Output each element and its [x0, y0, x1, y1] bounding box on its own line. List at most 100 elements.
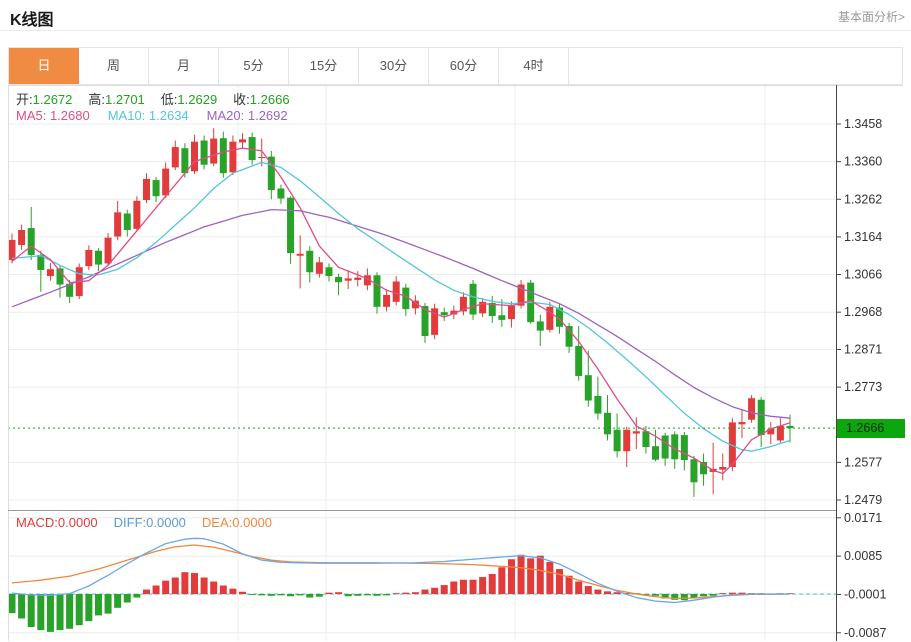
candle-body: [85, 249, 93, 267]
y-axis-label: 1.3458: [844, 117, 882, 131]
candle-body: [229, 141, 237, 173]
y-axis-label: 1.2773: [844, 380, 882, 394]
macd-bar: [402, 592, 410, 594]
candle-body: [315, 262, 323, 274]
ma10-line: [11, 161, 791, 452]
candle-body: [671, 434, 679, 460]
tab-15分[interactable]: 15分: [289, 48, 359, 84]
macd-bar: [642, 594, 650, 595]
candle-body: [171, 147, 179, 168]
candle-body: [680, 435, 688, 461]
ma5-value: MA5: 1.2680: [16, 108, 90, 123]
macd-bar: [267, 594, 275, 596]
macd-bar: [671, 594, 679, 600]
y-axis-label: 0.0085: [844, 549, 882, 563]
candle-body: [162, 168, 170, 196]
tab-5分[interactable]: 5分: [219, 48, 289, 84]
candle-body: [200, 140, 208, 165]
candle-body: [546, 306, 554, 330]
low-value: 1.2629: [177, 92, 218, 107]
tab-30分[interactable]: 30分: [359, 48, 429, 84]
macd-bar: [296, 594, 304, 596]
macd-bar: [287, 594, 295, 597]
macd-bar: [85, 594, 93, 622]
candle-body: [66, 283, 74, 297]
macd-bar: [613, 592, 621, 594]
ma10-value: MA10: 1.2634: [107, 108, 189, 123]
low-label: 低:: [160, 92, 178, 107]
candle-body: [498, 315, 506, 320]
candle-body: [306, 250, 314, 273]
candle-body: [661, 435, 669, 459]
macd-bar: [507, 559, 515, 594]
macd-bar: [411, 592, 419, 594]
macd-bar: [94, 594, 102, 616]
candle-body: [114, 212, 122, 237]
macd-bar: [18, 594, 26, 619]
open-value: 1.2672: [32, 92, 73, 107]
macd-bar: [536, 555, 544, 594]
macd-bar: [8, 594, 16, 614]
macd-bar: [575, 581, 583, 594]
diff-line: [11, 537, 790, 604]
candle-body: [507, 305, 515, 320]
candle-body: [277, 188, 285, 199]
candle-body: [344, 278, 352, 281]
candle-body: [335, 276, 343, 283]
macd-bar: [56, 594, 64, 631]
macd-bar: [479, 577, 487, 594]
tab-月[interactable]: 月: [149, 48, 219, 84]
candle-body: [517, 284, 525, 306]
y-axis-label: 0.0171: [844, 511, 882, 525]
candle-body: [632, 431, 640, 434]
candle-body: [613, 429, 621, 452]
macd-bar: [728, 592, 736, 594]
macd-bar: [152, 585, 160, 594]
macd-bar: [219, 585, 227, 594]
candle-body: [594, 395, 602, 414]
ma-legend: MA5: 1.2680 MA10: 1.2634 MA20: 1.2692: [16, 108, 306, 123]
candle-body: [123, 213, 131, 231]
y-axis-label: 1.3066: [844, 268, 882, 282]
macd-bar: [239, 591, 247, 594]
candle-body: [363, 275, 371, 286]
macd-bar: [450, 581, 458, 594]
candle-body: [757, 399, 765, 436]
candle-body: [623, 429, 631, 452]
high-label: 高:: [88, 92, 106, 107]
candle-body: [8, 239, 16, 260]
macd-bar: [459, 579, 467, 594]
macd-bar: [431, 587, 439, 594]
tab-60分[interactable]: 60分: [429, 48, 499, 84]
candle-body: [27, 228, 35, 255]
candle-body: [402, 287, 410, 310]
y-axis-label: -0.0087: [844, 626, 886, 640]
macd-bar: [210, 581, 218, 594]
tab-日[interactable]: 日: [9, 48, 79, 84]
candle-body: [728, 422, 736, 467]
macd-bar: [738, 592, 746, 594]
candle-body: [767, 428, 775, 435]
candle-body: [325, 267, 333, 277]
period-tab-bar: 日周月 5分 15分 30分 60分 4时: [8, 47, 903, 85]
candle-body: [565, 326, 573, 347]
header-divider: [0, 30, 911, 31]
fundamental-analysis-link[interactable]: 基本面分析>: [837, 10, 905, 24]
candle-body: [373, 275, 381, 307]
candle-body: [488, 302, 496, 317]
candle-body: [239, 139, 247, 143]
tab-4时[interactable]: 4时: [499, 48, 569, 84]
candle-body: [421, 306, 429, 337]
macd-bar: [171, 577, 179, 594]
candle-body: [383, 294, 391, 307]
macd-bar: [142, 589, 150, 594]
macd-bar: [37, 594, 45, 631]
open-label: 开:: [16, 92, 33, 107]
macd-bar: [344, 594, 352, 597]
candle-body: [133, 200, 141, 229]
macd-bar: [200, 577, 208, 594]
candle-body: [94, 250, 102, 265]
macd-bar: [354, 594, 362, 596]
tab-周[interactable]: 周: [79, 48, 149, 84]
